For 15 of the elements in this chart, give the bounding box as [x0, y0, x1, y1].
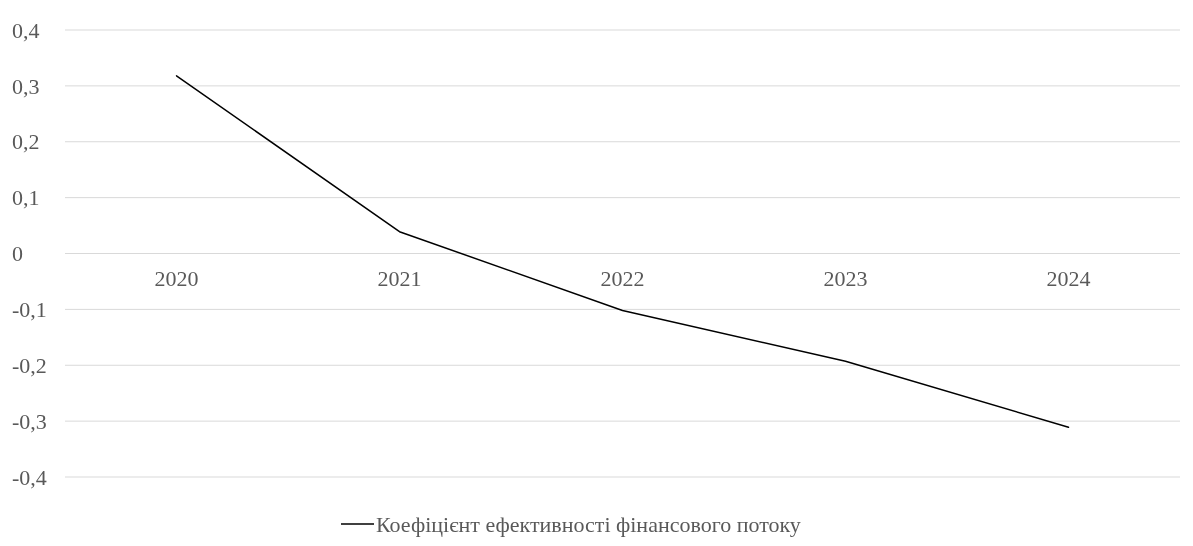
- x-tick-label: 2023: [823, 265, 868, 291]
- y-tick-label: 0: [12, 241, 23, 267]
- y-tick-label: -0,1: [12, 297, 47, 323]
- y-tick-label: 0,4: [12, 17, 40, 43]
- y-tick-label: 0,1: [12, 185, 40, 211]
- x-tick-label: 2022: [600, 265, 645, 291]
- x-tick-label: 2024: [1046, 265, 1091, 291]
- legend-label: Коефіцієнт ефективності фінансового потоку: [376, 511, 801, 537]
- x-tick-label: 2021: [377, 265, 422, 291]
- x-tick-label: 2020: [154, 265, 199, 291]
- y-tick-label: -0,4: [12, 464, 47, 490]
- y-tick-label: 0,3: [12, 73, 40, 99]
- y-tick-label: -0,3: [12, 408, 47, 434]
- y-tick-label: 0,2: [12, 129, 40, 155]
- y-tick-label: -0,2: [12, 352, 47, 378]
